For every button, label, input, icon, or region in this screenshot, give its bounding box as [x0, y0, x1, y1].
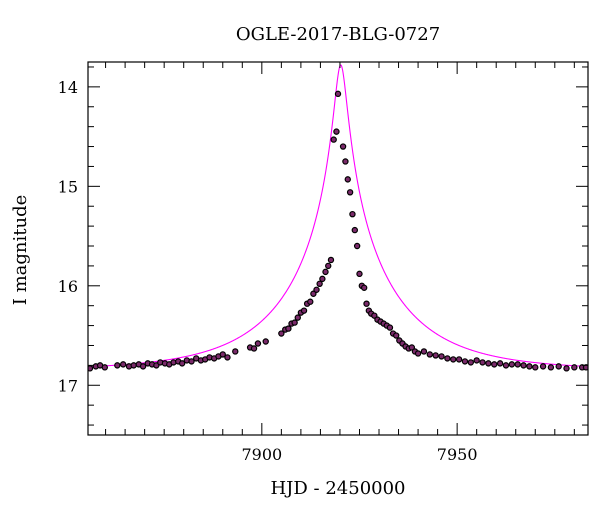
y-tick-label: 17: [58, 376, 78, 395]
data-point: [571, 364, 578, 371]
data-point: [285, 325, 292, 332]
data-point: [119, 361, 127, 368]
data-point: [461, 358, 469, 365]
data-point: [339, 143, 347, 150]
data-point: [325, 262, 332, 270]
data-point: [532, 364, 539, 371]
data-point: [334, 90, 342, 98]
data-point: [539, 363, 547, 370]
y-tick-label: 14: [58, 78, 78, 97]
data-point: [360, 284, 368, 291]
data-point: [426, 351, 433, 358]
y-tick-label: 15: [58, 177, 78, 196]
data-point: [432, 352, 439, 359]
x-tick-label: 7950: [437, 445, 478, 464]
data-point: [393, 332, 400, 339]
data-point: [330, 136, 337, 143]
data-point: [526, 363, 533, 370]
data-point: [188, 358, 195, 365]
data-point: [322, 268, 329, 276]
data-point: [582, 364, 588, 371]
data-point: [555, 363, 562, 370]
data-point: [101, 364, 109, 371]
data-point: [344, 176, 351, 183]
data-point: [563, 365, 570, 372]
data-point: [356, 270, 363, 278]
data-point: [316, 280, 323, 288]
data-point: [278, 330, 285, 337]
data-point: [349, 210, 356, 218]
data-point: [386, 324, 394, 331]
data-point: [300, 307, 308, 314]
data-point: [547, 364, 555, 371]
data-point: [139, 363, 147, 370]
data-point: [262, 338, 269, 345]
data-point: [327, 256, 335, 264]
data-point: [224, 354, 231, 361]
data-point: [114, 362, 121, 369]
data-point: [178, 360, 186, 367]
plot-frame: [87, 61, 589, 436]
data-point: [342, 158, 349, 165]
data-point: [371, 312, 378, 319]
data-point: [450, 356, 457, 363]
data-point: [408, 344, 416, 351]
x-tick-label: 7900: [241, 445, 282, 464]
data-point: [496, 360, 504, 367]
data-point: [467, 359, 475, 366]
data-point: [291, 319, 298, 326]
data-point: [232, 348, 239, 355]
data-point: [310, 290, 317, 297]
data-point: [333, 128, 340, 135]
data-point: [219, 351, 226, 358]
data-point: [307, 298, 314, 305]
data-point: [473, 357, 480, 364]
data-point: [130, 362, 137, 369]
data-point: [491, 361, 498, 368]
chart-title: OGLE-2017-BLG-0727: [236, 24, 440, 45]
data-point: [353, 242, 361, 250]
plot-area: [88, 64, 588, 372]
data-point: [485, 360, 492, 367]
data-point: [346, 189, 354, 196]
data-point: [250, 345, 258, 352]
data-point: [420, 348, 428, 355]
data-point: [508, 361, 516, 368]
data-point: [502, 362, 510, 369]
data-point: [514, 361, 521, 368]
data-point: [363, 300, 370, 307]
data-point: [319, 275, 326, 283]
y-axis-label: I magnitude: [10, 195, 31, 306]
data-point: [254, 340, 262, 347]
x-axis-label: HJD - 2450000: [270, 478, 405, 499]
axis-ticks: 7900 7950 14 15 16 17: [58, 62, 588, 464]
model-curve: [88, 64, 588, 368]
data-point: [455, 356, 463, 363]
data-point: [520, 362, 527, 369]
data-point: [438, 353, 445, 360]
data-point: [313, 286, 320, 293]
data-point: [414, 350, 422, 357]
y-tick-label: 16: [58, 277, 78, 296]
data-point: [294, 314, 301, 321]
data-point: [351, 226, 358, 234]
data-point: [444, 355, 451, 362]
data-point: [479, 359, 486, 366]
